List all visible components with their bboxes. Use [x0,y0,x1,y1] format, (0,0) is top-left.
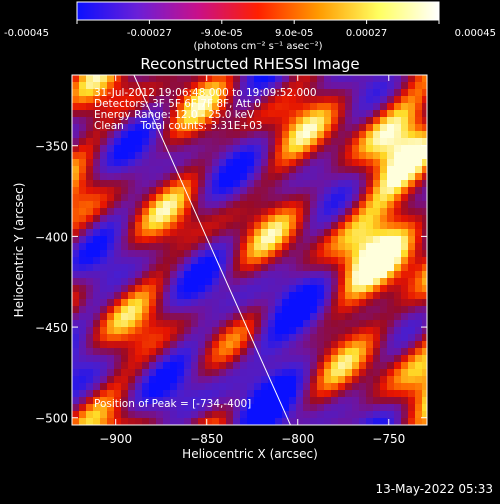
colorbar-unit-label: (photons cm⁻² s⁻¹ asec⁻²) [193,41,322,52]
footer-date: 13-May-2022 05:33 [376,482,493,496]
y-axis-ticks: −350 −400 −450 −500 [35,140,427,426]
annotation-detectors: Detectors: 3F 5F 6F 7F 8F, Att 0 [94,98,261,110]
y-tick-label: −350 [35,140,68,154]
colorbar-tick-label: -9.0e-05 [201,28,243,39]
plot-frame [71,74,428,426]
x-tick-label: −800 [281,432,314,446]
colorbar-ticks: -0.00045 -0.00027 -9.0e-05 9.0e-05 0.00027 0.… [4,20,496,39]
annotation-peak-position: Position of Peak = [-734,-400] [94,398,251,410]
colorbar-tick-label: 9.0e-05 [275,28,313,39]
colorbar [76,1,440,21]
solar-limb-line [133,75,291,425]
x-tick-label: −750 [372,432,405,446]
annotation-energy-range: Energy Range: 12.0 - 25.0 keV [94,109,255,121]
x-tick-label: −850 [190,432,223,446]
x-axis-label: Heliocentric X (arcsec) [182,447,318,461]
y-tick-label: −500 [35,412,68,426]
colorbar-tick-label: 0.00045 [455,28,496,39]
x-tick-label: −900 [99,432,132,446]
colorbar-tick-label: -0.00045 [4,28,49,39]
image-annotations: 31-Jul-2012 19:06:48.000 to 19:09:52.000… [94,87,317,132]
colorbar-tick-label: -0.00027 [127,28,172,39]
annotation-clean-counts: Clean Total counts: 3.31E+03 [94,120,263,132]
y-tick-label: −400 [35,230,68,244]
chart-title: Reconstructed RHESSI Image [140,55,359,73]
colorbar-tick-label: 0.00027 [346,28,387,39]
y-tick-label: −450 [35,321,68,335]
x-axis-ticks: −900 −850 −800 −750 [99,75,405,446]
y-axis-label: Heliocentric Y (arcsec) [12,183,26,318]
annotation-time-range: 31-Jul-2012 19:06:48.000 to 19:09:52.000 [94,87,317,99]
heatmap-image [72,75,427,425]
